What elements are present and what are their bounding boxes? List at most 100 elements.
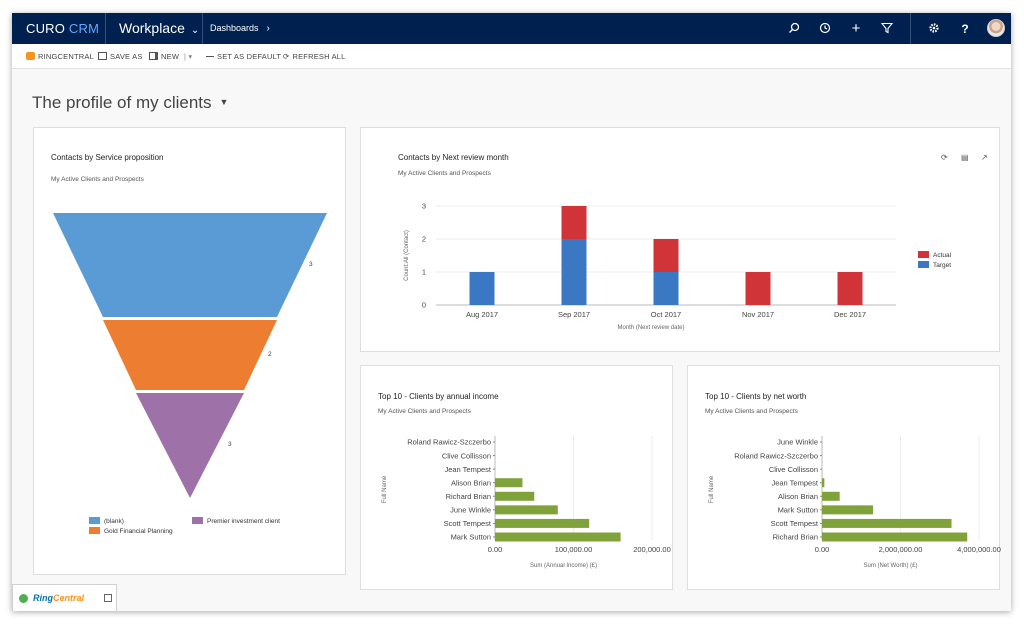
legend-swatch <box>918 261 929 268</box>
y-tick-label: 1 <box>422 268 426 277</box>
y-tick-label: Roland Rawicz-Szczerbo <box>407 438 491 447</box>
chevron-right-icon: › <box>266 23 270 34</box>
set-as-default-button[interactable]: SET AS DEFAULT <box>206 52 281 61</box>
x-tick-label: Aug 2017 <box>466 310 498 319</box>
breadcrumb-label: Dashboards <box>210 23 259 33</box>
bar[interactable] <box>495 478 523 488</box>
chart-title: Contacts by Next review month <box>398 153 509 162</box>
bar-actual[interactable] <box>837 272 863 305</box>
filter-icon[interactable] <box>880 22 894 36</box>
bar-actual[interactable] <box>745 272 771 305</box>
funnel-segment-gold[interactable] <box>103 320 277 390</box>
legend-label: Actual <box>933 252 952 259</box>
top-navigation-bar: CURO CRM Workplace ⌄ Dashboards › + ? <box>12 13 1011 44</box>
page-title: The profile of my clients <box>32 93 212 112</box>
refresh-all-label: REFRESH ALL <box>292 52 346 61</box>
ringcentral-label: RINGCENTRAL <box>38 52 94 61</box>
legend-label: (blank) <box>104 518 124 525</box>
x-tick-label: Sep 2017 <box>558 310 590 319</box>
x-tick-label: Nov 2017 <box>742 310 774 319</box>
net-worth-chart-card: Top 10 - Clients by net worth My Active … <box>687 365 1001 590</box>
x-tick-label: 2,000,000.00 <box>879 545 923 554</box>
stacked-bar-chart: 0 1 2 3 Aug 2017 Sep 2017 Oct 2017 Nov 2017 Dec … <box>404 202 896 331</box>
app-brand[interactable]: CURO CRM <box>26 21 99 36</box>
y-tick-label: Jean Tempest <box>771 478 818 487</box>
expand-chart-icon[interactable]: ↗ <box>981 153 988 162</box>
save-icon <box>98 52 107 60</box>
ringcentral-widget[interactable]: RingCentral <box>12 584 117 611</box>
refresh-icon: ⟳ <box>283 52 290 61</box>
history-icon[interactable] <box>818 22 832 36</box>
bar[interactable] <box>495 491 535 501</box>
save-as-button[interactable]: SAVE AS <box>98 52 143 61</box>
y-tick-label: 0 <box>422 301 426 310</box>
net-worth-bar-chart: 0.00 2,000,000.00 4,000,000.00 June Winkle R… <box>709 436 1001 569</box>
legend-item-blank: (blank) <box>89 517 124 525</box>
bar[interactable] <box>822 505 874 515</box>
funnel-value-label: 2 <box>268 351 272 358</box>
bar-target[interactable] <box>653 272 679 305</box>
new-label: NEW <box>161 52 180 61</box>
legend-label: Premier investment client <box>207 518 280 525</box>
bar[interactable] <box>495 532 621 542</box>
save-as-label: SAVE AS <box>110 52 143 61</box>
bar[interactable] <box>495 505 558 515</box>
ringcentral-button[interactable]: RINGCENTRAL <box>26 52 94 61</box>
chart-title: Contacts by Service proposition <box>51 153 164 162</box>
y-tick-label: Roland Rawicz-Szczerbo <box>734 451 818 460</box>
chart-title: Top 10 - Clients by annual income <box>378 392 499 401</box>
y-tick-label: Richard Brian <box>773 533 818 542</box>
gear-icon[interactable] <box>927 22 941 36</box>
bar-target[interactable] <box>561 239 587 305</box>
funnel-segment-blank[interactable] <box>53 213 327 317</box>
legend-swatch <box>192 517 203 524</box>
bar[interactable] <box>495 518 590 528</box>
search-icon[interactable] <box>787 22 801 36</box>
y-tick-label: June Winkle <box>777 438 818 447</box>
refresh-all-button[interactable]: ⟳ REFRESH ALL <box>283 52 346 61</box>
legend-label: Target <box>933 262 952 269</box>
chart-subtitle: My Active Clients and Prospects <box>398 170 491 177</box>
new-button[interactable]: NEW <box>149 52 179 61</box>
maximize-icon[interactable] <box>104 594 112 602</box>
plus-icon[interactable]: + <box>851 20 861 37</box>
dashboard-selector[interactable]: The profile of my clients ▼ <box>32 93 228 113</box>
new-dropdown-chevron-icon[interactable]: | ▾ <box>184 52 193 61</box>
help-icon[interactable]: ? <box>961 22 969 36</box>
x-axis-label: Sum (Annual Income) (£) <box>530 563 597 569</box>
refresh-chart-icon[interactable]: ⟳ <box>941 153 948 162</box>
workspace-label: Workplace <box>119 20 185 36</box>
chart-subtitle: My Active Clients and Prospects <box>705 408 798 415</box>
funnel-chart: 3 2 3 <box>53 213 327 498</box>
chevron-down-icon: ▼ <box>219 97 229 107</box>
view-records-icon[interactable]: ▤ <box>961 153 969 162</box>
bar-actual[interactable] <box>561 206 587 239</box>
workspace-menu[interactable]: Workplace ⌄ <box>119 20 199 36</box>
legend-item-premier: Premier investment client <box>192 517 280 525</box>
chevron-down-icon: ⌄ <box>190 25 200 36</box>
breadcrumb-dashboards[interactable]: Dashboards › <box>210 23 270 34</box>
bar[interactable] <box>822 518 952 528</box>
bar[interactable] <box>822 491 840 501</box>
x-tick-label: 4,000,000.00 <box>957 545 1001 554</box>
nav-divider <box>910 13 911 44</box>
bar-actual[interactable] <box>653 239 679 272</box>
bar[interactable] <box>822 478 825 488</box>
y-tick-label: Mark Sutton <box>451 533 491 542</box>
y-tick-label: Scott Tempest <box>444 519 492 528</box>
y-axis-label: Full Name <box>709 475 715 503</box>
user-avatar[interactable] <box>987 19 1005 37</box>
y-tick-label: Alison Brian <box>451 478 491 487</box>
funnel-segment-premier[interactable] <box>136 393 244 498</box>
y-tick-label: Jean Tempest <box>444 465 491 474</box>
nav-divider <box>105 13 106 44</box>
annual-income-bar-chart: 0.00 100,000.00 200,000.00 Roland Rawicz-Sz… <box>382 436 671 569</box>
x-tick-label: 0.00 <box>815 545 830 554</box>
chart-title: Top 10 - Clients by net worth <box>705 392 807 401</box>
y-tick-label: 2 <box>422 235 426 244</box>
y-tick-label: Mark Sutton <box>778 506 818 515</box>
bar[interactable] <box>822 532 968 542</box>
review-month-chart-card: Contacts by Next review month My Active … <box>360 127 1000 352</box>
bar-target[interactable] <box>469 272 495 305</box>
app-window: CURO CRM Workplace ⌄ Dashboards › + ? RING <box>12 13 1011 611</box>
